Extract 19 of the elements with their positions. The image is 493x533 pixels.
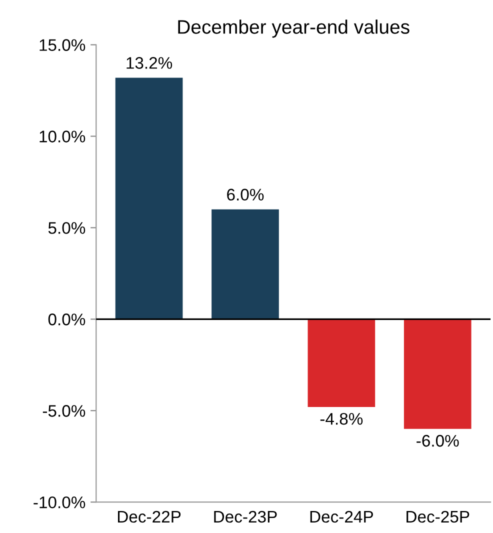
y-tick-label: 10.0%: [40, 130, 86, 142]
bar: [404, 319, 472, 429]
y-tick-label: 15.0%: [40, 39, 86, 51]
x-tick-label: Dec-23P: [214, 510, 277, 523]
x-tick-label: Dec-25P: [406, 510, 470, 523]
data-label: -4.8%: [320, 412, 363, 425]
bar: [308, 319, 376, 407]
data-label: 6.0%: [227, 188, 264, 201]
y-tick-label: -5.0%: [42, 405, 86, 417]
bar: [212, 209, 279, 320]
data-label: 13.2%: [126, 57, 172, 69]
y-tick-label: -10.0%: [34, 496, 86, 508]
bar: [115, 78, 183, 320]
data-label: -6.0%: [416, 434, 459, 447]
x-tick-label: Dec-22P: [118, 510, 181, 523]
y-tick-label: 5.0%: [48, 222, 86, 234]
chart-title: December year-end values: [178, 20, 410, 38]
x-tick-label: Dec-24P: [310, 510, 373, 523]
y-tick-label: 0.0%: [48, 314, 86, 326]
